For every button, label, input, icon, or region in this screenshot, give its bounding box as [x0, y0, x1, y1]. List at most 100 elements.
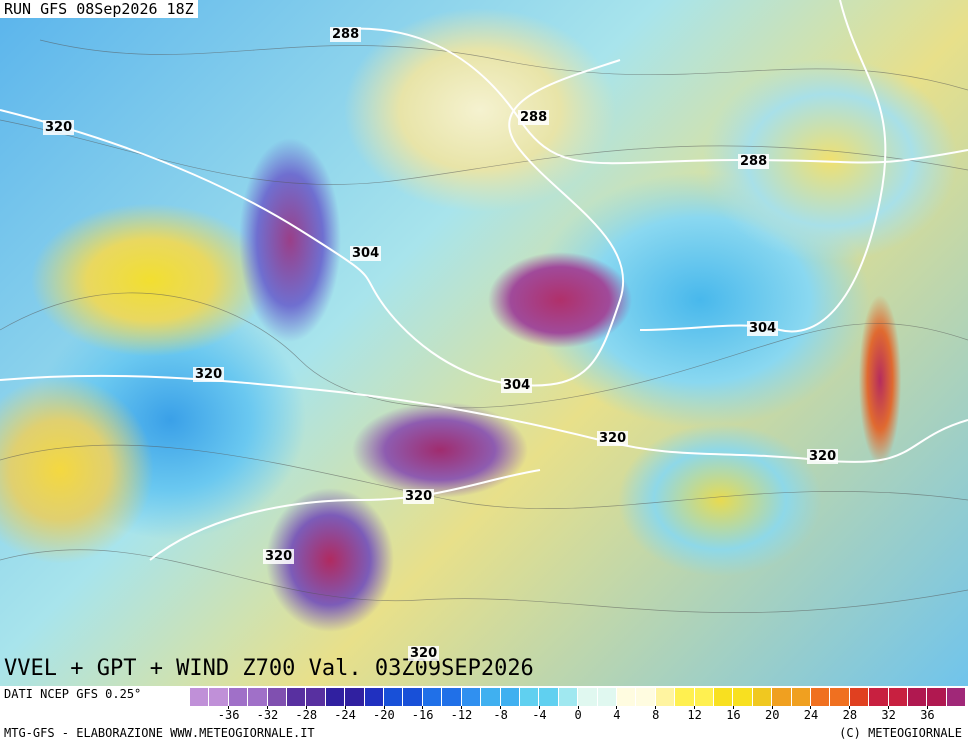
colorbar-swatch — [209, 688, 229, 706]
colorbar-tick — [732, 706, 734, 709]
colorbar-swatch — [946, 688, 967, 706]
colorbar-tick — [577, 706, 579, 709]
colorbar-tick-label: 24 — [803, 708, 819, 722]
colorbar-tick — [499, 706, 501, 709]
colorbar-tick — [693, 706, 695, 709]
colorbar-swatch — [772, 688, 792, 706]
colorbar-swatch — [558, 688, 579, 706]
colorbar-tick-label: -32 — [256, 708, 279, 722]
colorbar-swatch — [578, 688, 598, 706]
colorbar-swatch — [190, 688, 210, 706]
colorbar-swatch — [616, 688, 637, 706]
colorbar-tick — [538, 706, 540, 709]
colorbar-swatch — [597, 688, 617, 706]
colorbar-tick — [344, 706, 346, 709]
colorbar-tick — [228, 706, 230, 709]
colorbar-tick-label: 36 — [920, 708, 935, 722]
colorbar-swatch — [888, 688, 909, 706]
run-label: RUN GFS 08Sep2026 18Z — [0, 0, 198, 18]
colorbar — [190, 688, 967, 706]
contour-label: 288 — [738, 154, 770, 169]
map-overlay — [0, 0, 968, 613]
colorbar-tick — [655, 706, 657, 709]
colorbar-tick — [616, 706, 618, 709]
colorbar-tick-label: 32 — [881, 708, 896, 722]
colorbar-swatch — [345, 688, 365, 706]
footer-left: MTG-GFS - ELABORAZIONE WWW.METEOGIORNALE… — [4, 726, 315, 740]
colorbar-swatch — [481, 688, 501, 706]
colorbar-swatch — [908, 688, 928, 706]
colorbar-tick — [422, 706, 424, 709]
map-title: VVEL + GPT + WIND Z700 Val. 03Z09SEP2026 — [4, 656, 534, 681]
contour-label: 304 — [501, 378, 533, 393]
colorbar-swatch — [422, 688, 443, 706]
colorbar-tick-label: -36 — [217, 708, 240, 722]
contours — [0, 0, 968, 560]
colorbar-tick — [810, 706, 812, 709]
colorbar-swatch — [811, 688, 831, 706]
contour-label: 304 — [747, 321, 779, 336]
streamlines — [0, 39, 968, 613]
colorbar-swatch — [713, 688, 734, 706]
contour-label: 320 — [807, 449, 839, 464]
colorbar-tick — [461, 706, 463, 709]
contour-label: 320 — [403, 489, 435, 504]
colorbar-swatch — [675, 688, 695, 706]
colorbar-swatch — [442, 688, 462, 706]
colorbar-swatch — [733, 688, 753, 706]
colorbar-swatch — [325, 688, 346, 706]
colorbar-tick-label: 28 — [842, 708, 858, 722]
colorbar-tick-label: 12 — [687, 708, 702, 722]
contour-label: 304 — [350, 246, 382, 261]
footer-right: (C) METEOGIORNALE — [839, 726, 962, 740]
colorbar-swatch — [830, 688, 850, 706]
colorbar-tick-label: 4 — [613, 708, 621, 722]
colorbar-swatch — [287, 688, 307, 706]
colorbar-swatch — [228, 688, 249, 706]
colorbar-swatch — [539, 688, 559, 706]
contour-label: 320 — [408, 646, 440, 661]
colorbar-swatch — [694, 688, 714, 706]
contour-label: 320 — [263, 549, 295, 564]
colorbar-swatch — [461, 688, 482, 706]
colorbar-swatch — [636, 688, 656, 706]
colorbar-swatch — [752, 688, 773, 706]
colorbar-swatch — [364, 688, 385, 706]
colorbar-tick-label: -8 — [493, 708, 508, 722]
contour-label: 320 — [597, 431, 629, 446]
colorbar-tick-label: -20 — [373, 708, 395, 722]
colorbar-swatch — [849, 688, 870, 706]
colorbar-tick — [887, 706, 889, 709]
colorbar-tick-label: -28 — [295, 708, 318, 722]
colorbar-tick-label: 20 — [765, 708, 780, 722]
colorbar-tick-label: -12 — [450, 708, 473, 722]
colorbar-swatch — [500, 688, 520, 706]
contour-label: 320 — [193, 367, 225, 382]
colorbar-tick-label: -4 — [532, 708, 547, 722]
contour-label: 288 — [518, 110, 550, 125]
contour-label: 288 — [330, 27, 362, 42]
colorbar-tick — [383, 706, 385, 709]
colorbar-swatch — [248, 688, 268, 706]
colorbar-swatch — [791, 688, 811, 706]
colorbar-swatch — [384, 688, 404, 706]
colorbar-tick — [771, 706, 773, 709]
colorbar-tick-label: -24 — [334, 708, 356, 722]
contour-label: 320 — [43, 120, 75, 135]
source-label: DATI NCEP GFS 0.25° — [4, 687, 142, 701]
colorbar-swatch — [519, 688, 540, 706]
map — [0, 0, 968, 686]
colorbar-tick-label: 0 — [574, 708, 582, 722]
colorbar-tick — [926, 706, 928, 709]
colorbar-swatch — [306, 688, 326, 706]
colorbar-tick-label: -16 — [411, 708, 434, 722]
colorbar-tick — [305, 706, 307, 709]
colorbar-tick — [849, 706, 851, 709]
colorbar-swatch — [403, 688, 423, 706]
colorbar-tick-label: 8 — [652, 708, 660, 722]
colorbar-tick — [267, 706, 269, 709]
colorbar-swatch — [869, 688, 889, 706]
colorbar-swatch — [267, 688, 288, 706]
colorbar-swatch — [927, 688, 947, 706]
